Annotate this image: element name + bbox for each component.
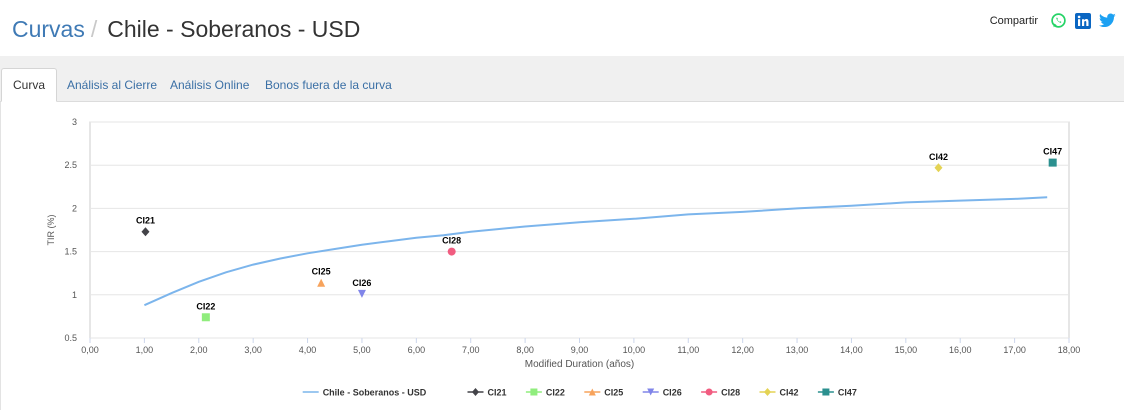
legend-item-ci25-marker <box>588 388 596 396</box>
curve-line <box>143 196 1048 307</box>
tab-analisis-al-cierre[interactable]: Análisis al Cierre <box>67 78 158 92</box>
data-label-ci25: CI25 <box>312 267 331 277</box>
share-label: Compartir <box>989 14 1038 27</box>
legend-item-ci47-marker <box>822 388 830 396</box>
point-ci47 <box>1048 158 1057 167</box>
point-ci22 <box>201 313 210 322</box>
legend-item-ci47-label: CI47 <box>838 388 857 398</box>
x-tick-label: 18,00 <box>1058 345 1081 355</box>
x-tick-label: 14,00 <box>840 345 863 355</box>
x-tick-label: 11,00 <box>677 345 699 355</box>
legend-item-ci28-marker <box>705 388 713 396</box>
data-label-ci22: CI22 <box>196 301 215 311</box>
y-tick-label: 1.5 <box>64 247 77 257</box>
whatsapp-icon[interactable] <box>1050 12 1067 29</box>
y-tick-label: 3 <box>72 117 77 127</box>
x-axis-title: Modified Duration (años) <box>525 359 635 370</box>
y-tick-label: 1 <box>72 290 77 300</box>
legend-item-ci26-label: CI26 <box>663 388 682 398</box>
breadcrumb-curvas-link[interactable]: Curvas <box>12 16 85 42</box>
y-axis-title: TIR (%) <box>46 215 56 246</box>
x-tick-label: 2,00 <box>190 345 208 355</box>
page-header: Curvas / Chile - Soberanos - USD Compartir <box>0 0 1124 56</box>
legend-item-ci22-marker <box>530 388 538 396</box>
point-ci21 <box>141 227 150 237</box>
page-title: Curvas / Chile - Soberanos - USD <box>12 15 360 43</box>
legend-item-curve-label: Chile - Soberanos - USD <box>323 388 427 398</box>
point-ci42 <box>934 163 943 173</box>
breadcrumb-current: Chile - Soberanos - USD <box>107 16 361 42</box>
data-label-ci42: CI42 <box>929 152 948 162</box>
x-tick-label: 4,00 <box>299 345 317 355</box>
y-tick-label: 2 <box>72 203 77 213</box>
x-tick-label: 8,00 <box>516 345 534 355</box>
tab-bar: Curva Análisis al Cierre Análisis Online… <box>0 56 1124 102</box>
x-tick-label: 16,00 <box>949 345 972 355</box>
point-ci26 <box>357 289 366 298</box>
legend-item-ci21-label: CI21 <box>488 388 507 398</box>
tab-bonos-fuera-de-la-curva[interactable]: Bonos fuera de la curva <box>265 78 392 92</box>
share-bar: Compartir <box>990 12 1116 29</box>
x-tick-label: 5,00 <box>353 345 371 355</box>
x-tick-label: 1,00 <box>136 345 154 355</box>
x-tick-label: 13,00 <box>786 345 809 355</box>
y-tick-label: 2.5 <box>64 160 77 170</box>
x-tick-label: 12,00 <box>731 345 754 355</box>
data-label-ci47: CI47 <box>1043 147 1062 157</box>
legend-item-ci22-label: CI22 <box>546 388 565 398</box>
x-tick-label: 0,00 <box>81 345 99 355</box>
x-tick-label: 17,00 <box>1003 345 1026 355</box>
data-label-ci26: CI26 <box>352 278 371 288</box>
x-tick-label: 6,00 <box>408 345 426 355</box>
x-tick-label: 15,00 <box>895 345 918 355</box>
legend-item-ci21-marker <box>472 388 479 396</box>
chart-panel: 0.5 1 1.5 2 2.5 3 0,00 1,00 2,00 3,00 4,00 5,00 6,00… <box>0 102 1124 410</box>
legend-item-ci25-label: CI25 <box>604 388 623 398</box>
point-ci28 <box>447 247 456 256</box>
yield-curve-chart: 0.5 1 1.5 2 2.5 3 0,00 1,00 2,00 3,00 4,00 5,00 6,00… <box>46 117 1081 398</box>
data-label-ci21: CI21 <box>136 216 155 226</box>
breadcrumb-separator: / <box>90 16 98 42</box>
point-ci25 <box>317 278 326 287</box>
twitter-icon[interactable] <box>1099 13 1116 28</box>
x-tick-label: 7,00 <box>462 345 480 355</box>
legend-item-ci42-label: CI42 <box>780 388 799 398</box>
tab-curva[interactable]: Curva <box>1 68 58 102</box>
x-tick-label: 3,00 <box>244 345 262 355</box>
data-label-ci28: CI28 <box>442 236 461 246</box>
x-tick-label: 9,00 <box>571 345 589 355</box>
legend-item-ci28-label: CI28 <box>721 388 740 398</box>
legend-item-ci26-marker <box>647 388 655 396</box>
linkedin-icon[interactable] <box>1075 12 1091 29</box>
tab-analisis-online[interactable]: Análisis Online <box>170 78 250 92</box>
y-tick-label: 0.5 <box>64 333 77 343</box>
plot-area <box>89 121 1070 339</box>
x-tick-label: 10,00 <box>623 345 646 355</box>
legend-item-ci42-marker <box>764 388 771 396</box>
